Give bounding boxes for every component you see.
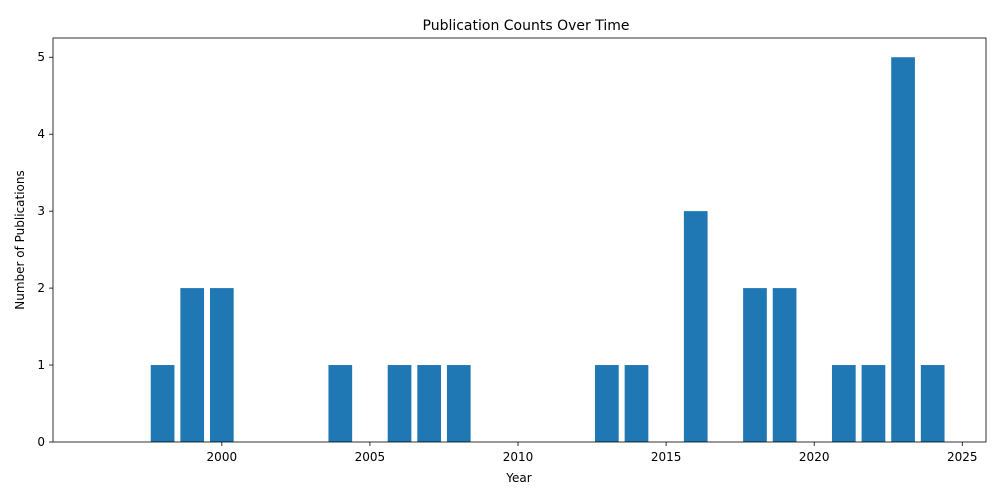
bar-2013 [595,365,619,442]
x-axis-label: Year [505,471,531,485]
y-tick-label-0: 0 [37,435,45,449]
y-tick-label-2: 2 [37,281,45,295]
y-axis-ticks: 0 1 2 3 4 5 [37,50,53,449]
bar-2021 [831,365,856,442]
bar-2000 [209,288,234,442]
bars-layer [150,57,945,442]
bar-2008 [446,365,471,442]
bar-2004 [328,365,353,442]
bar-1999 [180,288,205,442]
x-tick-label-2025: 2025 [947,450,978,464]
bar-2024 [920,365,945,442]
plot-area-frame [52,37,987,443]
x-tick-label-2020: 2020 [799,450,830,464]
x-axis-ticks: 2000 2005 2010 2015 2020 2025 [207,442,978,464]
bar-2006 [387,365,412,442]
y-tick-label-5: 5 [37,50,45,64]
bar-2016 [683,211,708,442]
y-tick-label-3: 3 [37,204,45,218]
x-tick-label-2010: 2010 [503,450,534,464]
bar-1998 [150,365,175,442]
x-tick-label-2000: 2000 [207,450,238,464]
bar-2018 [743,288,767,442]
bar-2023 [891,57,915,442]
bar-2022 [861,365,886,442]
y-tick-label-1: 1 [37,358,45,372]
x-tick-label-2015: 2015 [651,450,682,464]
y-tick-label-4: 4 [37,127,45,141]
bar-2019 [772,288,797,442]
bar-2007 [417,365,442,442]
bar-2014 [624,365,649,442]
x-tick-label-2005: 2005 [355,450,386,464]
chart-title: Publication Counts Over Time [423,18,630,34]
y-axis-label: Number of Publications [13,170,27,310]
